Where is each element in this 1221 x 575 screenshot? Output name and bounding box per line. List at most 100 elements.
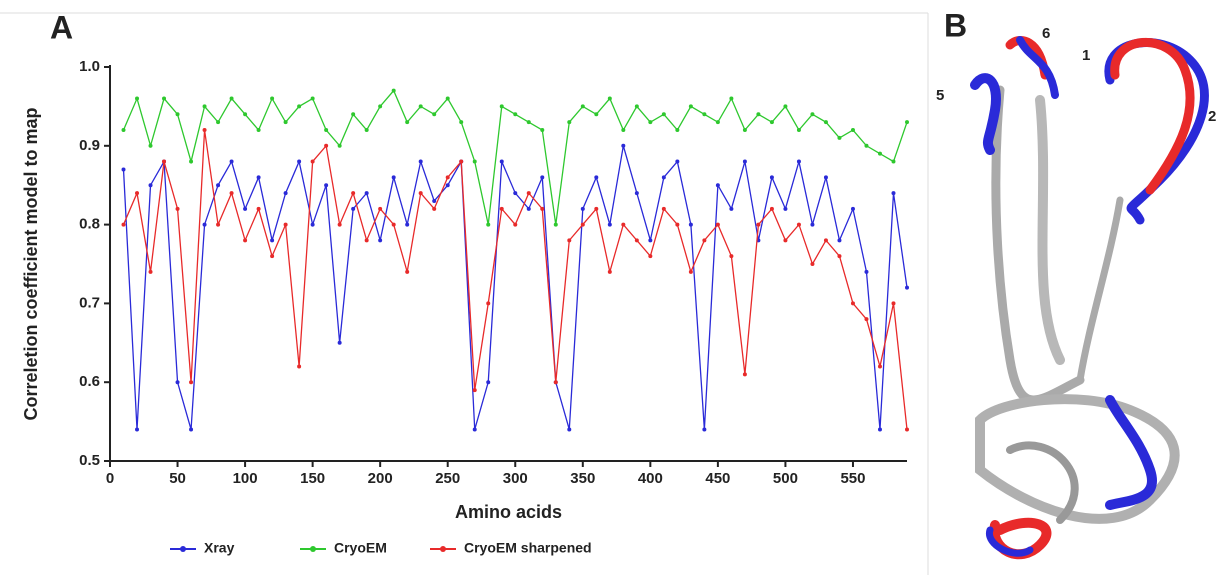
point [810, 112, 815, 117]
point [823, 238, 828, 243]
structure [970, 36, 1209, 560]
point [364, 128, 369, 133]
point [256, 206, 261, 211]
point [324, 183, 329, 188]
point [310, 222, 315, 227]
point [297, 159, 302, 164]
point [715, 120, 720, 125]
point [513, 222, 518, 227]
point [607, 96, 612, 101]
point [459, 159, 464, 164]
point [337, 340, 342, 345]
point [796, 159, 801, 164]
point [783, 206, 788, 211]
point [594, 112, 599, 117]
point [540, 206, 545, 211]
point [378, 238, 383, 243]
point [661, 206, 666, 211]
point [216, 120, 221, 125]
point [783, 238, 788, 243]
point [499, 206, 504, 211]
point [418, 191, 423, 196]
point [337, 143, 342, 148]
x-tick-label: 100 [233, 470, 258, 487]
point [472, 159, 477, 164]
point [837, 254, 842, 259]
point [877, 364, 882, 369]
point [850, 206, 855, 211]
point [702, 238, 707, 243]
point [729, 96, 734, 101]
point [229, 96, 234, 101]
point [567, 427, 572, 432]
point [742, 159, 747, 164]
panel-label: B [944, 7, 967, 43]
point [391, 222, 396, 227]
point [526, 206, 531, 211]
point [162, 96, 167, 101]
point [810, 222, 815, 227]
point [621, 222, 626, 227]
structure-label: 6 [1042, 25, 1050, 42]
point [270, 254, 275, 259]
legend-label: Xray [204, 540, 235, 556]
point [418, 104, 423, 109]
structure-label: 1 [1082, 47, 1090, 64]
point [310, 159, 315, 164]
structure-label: 2 [1208, 108, 1216, 125]
point [837, 135, 842, 140]
point [621, 143, 626, 148]
point [216, 222, 221, 227]
point [648, 120, 653, 125]
point [175, 206, 180, 211]
point [175, 112, 180, 117]
point [513, 191, 518, 196]
point [823, 120, 828, 125]
point [526, 120, 531, 125]
point [270, 96, 275, 101]
point [445, 96, 450, 101]
x-tick-label: 150 [300, 470, 325, 487]
point [607, 222, 612, 227]
y-axis-label: Correletion coefficient model to map [21, 107, 41, 420]
point [283, 120, 288, 125]
point [175, 380, 180, 385]
x-tick-label: 500 [773, 470, 798, 487]
point [391, 88, 396, 93]
point [877, 151, 882, 156]
point [526, 191, 531, 196]
point [823, 175, 828, 180]
point [135, 96, 140, 101]
series-line [122, 129, 908, 430]
point [337, 222, 342, 227]
point [189, 427, 194, 432]
point [472, 388, 477, 393]
legend-marker [440, 546, 446, 552]
point [486, 222, 491, 227]
point [148, 143, 153, 148]
point [486, 301, 491, 306]
point [729, 254, 734, 259]
point [391, 175, 396, 180]
point [121, 222, 126, 227]
point [229, 159, 234, 164]
legend-marker [310, 546, 316, 552]
legend-marker [180, 546, 186, 552]
point [661, 112, 666, 117]
point [499, 159, 504, 164]
point [850, 301, 855, 306]
point [891, 301, 896, 306]
point [364, 238, 369, 243]
y-tick-label: 1.0 [79, 58, 100, 75]
y-tick-label: 0.5 [79, 452, 100, 469]
point [648, 238, 653, 243]
point [715, 222, 720, 227]
point [905, 427, 909, 432]
point [607, 269, 612, 274]
point [580, 104, 585, 109]
point [540, 175, 545, 180]
point [783, 104, 788, 109]
point [661, 175, 666, 180]
point [702, 427, 707, 432]
